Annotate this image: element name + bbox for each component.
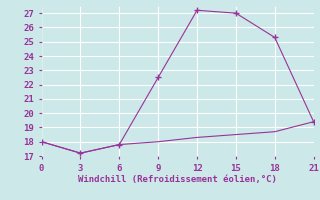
X-axis label: Windchill (Refroidissement éolien,°C): Windchill (Refroidissement éolien,°C) xyxy=(78,175,277,184)
